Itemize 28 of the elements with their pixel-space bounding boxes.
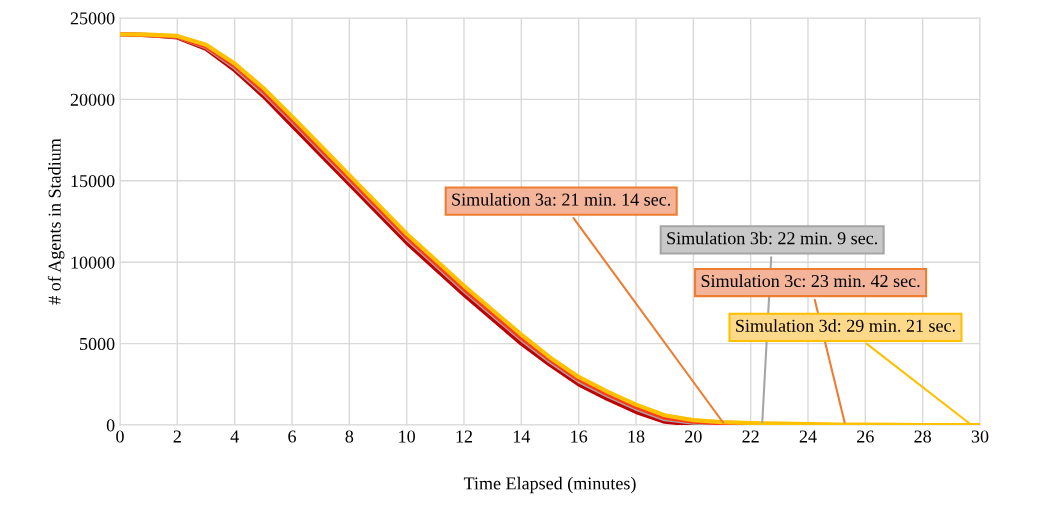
x-tick-label: 10 (399, 430, 416, 443)
y-tick-label: 5000 (80, 337, 115, 351)
annotation: Simulation 3a: 21 min. 14 sec. (452, 192, 671, 206)
x-tick-label: 18 (628, 430, 645, 443)
annotation: Simulation 3b: 22 min. 9 sec. (667, 231, 878, 245)
x-axis-title: Time Elapsed (minutes) (463, 476, 636, 494)
x-tick-label: 20 (685, 430, 702, 443)
y-axis-title: # of Agents in Stadium (47, 138, 65, 305)
x-tick-label: 30 (971, 430, 989, 443)
y-tick-label: 0 (106, 419, 115, 432)
y-tick-label: 15000 (71, 175, 115, 188)
x-tick-label: 16 (571, 430, 588, 443)
y-tick-label: 10000 (71, 256, 115, 269)
x-tick-label: 28 (914, 430, 932, 443)
x-tick-label: 2 (173, 430, 181, 443)
x-tick-label: 12 (456, 430, 473, 443)
x-tick-label: 24 (799, 430, 817, 443)
x-tick-label: 8 (345, 430, 354, 443)
x-tick-label: 4 (230, 430, 239, 443)
x-tick-label: 6 (288, 430, 296, 443)
annotation: Simulation 3c: 23 min. 42 sec. (701, 274, 920, 288)
x-tick-label: 0 (116, 430, 124, 443)
x-tick-label: 22 (742, 430, 759, 443)
y-tick-label: 20000 (70, 93, 115, 106)
x-tick-label: 26 (857, 430, 874, 443)
y-tick-label: 25000 (70, 12, 115, 25)
x-tick-label: 14 (513, 430, 531, 443)
annotation: Simulation 3d: 29 min. 21 sec. (736, 319, 955, 332)
